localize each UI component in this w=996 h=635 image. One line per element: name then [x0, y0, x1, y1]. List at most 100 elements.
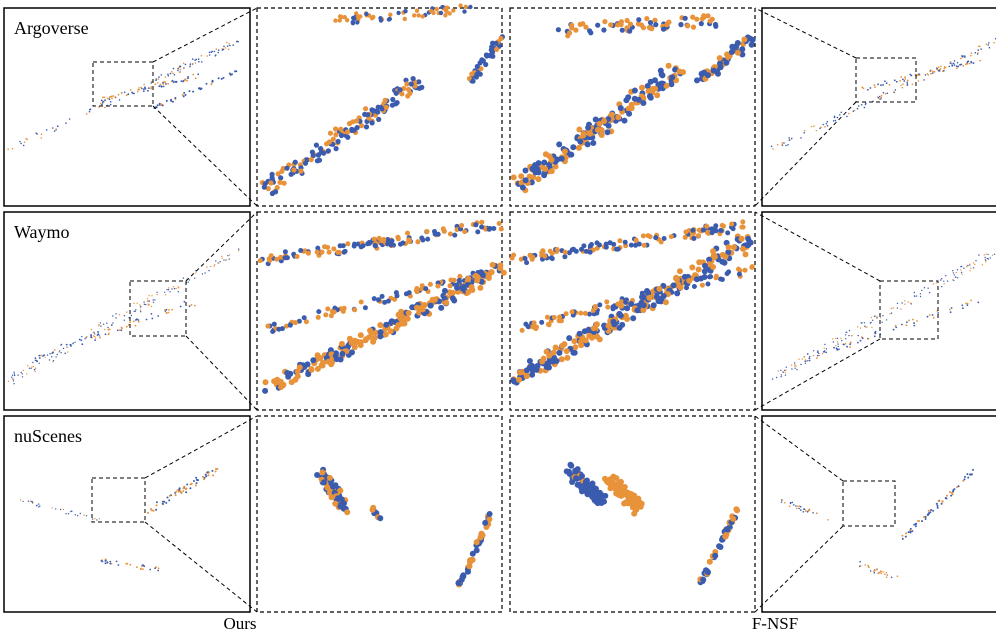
- point: [547, 322, 552, 327]
- point: [124, 92, 126, 94]
- point: [207, 471, 209, 473]
- point: [972, 469, 974, 471]
- point: [469, 71, 474, 76]
- point: [897, 303, 898, 304]
- point: [621, 501, 627, 507]
- point: [172, 80, 174, 82]
- point: [800, 509, 802, 511]
- point: [772, 378, 773, 379]
- point: [882, 571, 884, 573]
- point: [358, 332, 364, 338]
- point: [824, 350, 825, 351]
- point: [411, 76, 416, 81]
- point: [644, 288, 650, 294]
- point: [334, 146, 339, 151]
- point: [189, 305, 191, 307]
- point: [961, 272, 962, 273]
- point: [204, 272, 205, 273]
- point: [124, 315, 125, 316]
- point: [784, 370, 785, 371]
- point: [388, 17, 392, 21]
- point: [873, 571, 875, 573]
- point: [712, 553, 718, 559]
- point: [678, 22, 683, 27]
- point: [158, 78, 160, 80]
- point: [309, 157, 314, 162]
- point: [370, 507, 376, 513]
- point: [133, 93, 135, 95]
- point: [943, 281, 944, 282]
- point: [394, 91, 399, 96]
- point: [182, 94, 184, 96]
- point: [918, 80, 920, 82]
- point: [870, 322, 871, 323]
- point: [864, 322, 865, 323]
- point: [195, 477, 197, 479]
- point: [178, 287, 179, 288]
- point: [389, 243, 394, 248]
- point: [218, 49, 220, 51]
- point: [129, 564, 131, 566]
- point: [951, 492, 953, 494]
- point: [364, 124, 369, 129]
- point: [887, 93, 889, 95]
- point: [962, 480, 964, 482]
- point: [49, 359, 50, 360]
- point: [940, 279, 941, 280]
- column-label: Ours: [223, 614, 256, 633]
- point: [395, 100, 400, 105]
- point: [969, 63, 971, 65]
- point: [183, 92, 185, 94]
- point: [659, 81, 665, 87]
- point: [889, 313, 890, 314]
- point: [187, 76, 189, 78]
- point: [953, 272, 954, 273]
- point: [14, 375, 15, 376]
- point: [930, 73, 932, 75]
- point: [352, 128, 357, 133]
- point: [875, 331, 877, 333]
- point: [960, 58, 962, 60]
- point: [147, 512, 149, 514]
- point: [337, 250, 342, 255]
- point: [881, 95, 883, 97]
- point: [147, 90, 149, 92]
- point: [225, 259, 226, 260]
- point: [987, 254, 988, 255]
- point: [139, 304, 140, 305]
- point: [570, 144, 576, 150]
- point: [197, 479, 199, 481]
- point: [135, 325, 137, 327]
- point: [150, 82, 152, 84]
- point: [782, 144, 784, 146]
- point: [648, 95, 654, 101]
- point: [206, 267, 207, 268]
- point: [178, 489, 180, 491]
- point: [577, 331, 583, 337]
- point: [840, 338, 841, 339]
- point: [487, 511, 493, 517]
- point: [838, 346, 839, 347]
- point: [194, 305, 196, 307]
- point: [458, 3, 462, 7]
- point: [276, 327, 281, 332]
- point: [412, 13, 416, 17]
- point: [987, 258, 988, 259]
- point: [140, 568, 142, 570]
- point: [383, 332, 389, 338]
- point: [745, 242, 751, 248]
- point: [29, 368, 30, 369]
- point: [791, 368, 792, 369]
- point: [882, 315, 883, 316]
- point: [523, 177, 529, 183]
- point: [28, 500, 29, 501]
- point: [298, 248, 303, 253]
- point: [918, 73, 920, 75]
- point: [936, 503, 938, 505]
- point: [293, 160, 298, 165]
- point: [167, 74, 169, 76]
- point: [923, 516, 925, 518]
- point: [442, 229, 447, 234]
- point: [646, 295, 652, 301]
- point: [173, 68, 175, 70]
